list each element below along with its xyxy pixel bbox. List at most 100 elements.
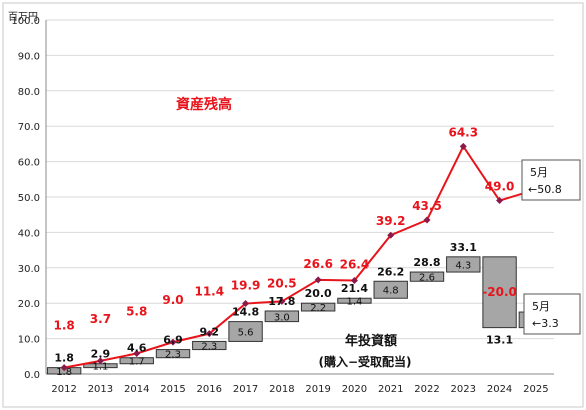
y-tick-label: 60.0 xyxy=(18,158,40,169)
bar-layer xyxy=(46,256,554,375)
investment-series-label: 年投資額 xyxy=(345,333,397,349)
x-tick-label: 2020 xyxy=(342,384,367,395)
asset-marker xyxy=(459,142,467,150)
cumulative-label: 4.6 xyxy=(127,342,147,355)
x-tick-label: 2023 xyxy=(451,384,476,395)
increment-label: 2.3 xyxy=(201,342,217,353)
x-tick-label: 2019 xyxy=(305,384,330,395)
waterfall-bar xyxy=(409,271,445,282)
asset-value-label: 1.8 xyxy=(54,319,75,333)
may-asset-note-line2: ←50.8 xyxy=(528,183,562,196)
x-tick-label: 2025 xyxy=(523,384,548,395)
increment-label: 3.0 xyxy=(274,312,290,323)
asset-marker xyxy=(60,364,68,372)
asset-value-label: 9.0 xyxy=(162,293,183,307)
may-asset-note-line1: 5月 xyxy=(530,166,548,179)
may-invest-note-line1: 5月 xyxy=(532,300,550,313)
x-tick-label: 2021 xyxy=(378,384,403,395)
asset-value-label: 49.0 xyxy=(485,180,515,194)
waterfall-bar xyxy=(155,349,191,359)
x-tick-label: 2012 xyxy=(51,384,76,395)
asset-value-label: 26.6 xyxy=(303,257,333,271)
asset-marker xyxy=(423,216,431,224)
waterfall-bar xyxy=(446,256,481,273)
asset-value-label: 20.5 xyxy=(267,276,297,290)
asset-value-label: 3.7 xyxy=(90,312,111,326)
asset-value-label: 26.4 xyxy=(340,258,370,272)
asset-marker xyxy=(496,197,504,205)
y-tick-label: 20.0 xyxy=(18,299,40,310)
unit-label: 百万円 xyxy=(8,11,38,23)
y-tick-label: 90.0 xyxy=(18,51,40,62)
waterfall-bar xyxy=(300,302,336,312)
asset-marker xyxy=(314,276,322,284)
y-tick-label: 70.0 xyxy=(18,122,40,133)
x-tick-label: 2015 xyxy=(160,384,185,395)
x-tick-label: 2018 xyxy=(269,384,294,395)
cumulative-label: 17.8 xyxy=(268,295,295,308)
asset-series-label: 資産残高 xyxy=(176,96,232,113)
asset-marker xyxy=(133,349,141,357)
waterfall-bar xyxy=(264,310,300,323)
y-tick-label: 40.0 xyxy=(18,228,40,239)
y-tick-label: 100.0 xyxy=(11,16,40,27)
cumulative-label: 33.1 xyxy=(450,241,477,254)
increment-label: 4.3 xyxy=(455,260,471,271)
y-tick-label: 50.0 xyxy=(18,193,40,204)
cumulative-label: 26.2 xyxy=(377,265,404,278)
asset-marker xyxy=(350,277,358,285)
y-tick-label: 80.0 xyxy=(18,87,40,98)
cumulative-label: 9.2 xyxy=(200,325,220,338)
increment-label: 2.2 xyxy=(310,303,326,314)
cumulative-label: 2.9 xyxy=(91,348,111,361)
x-tick-label: 2013 xyxy=(88,384,113,395)
x-tick-label: 2024 xyxy=(487,384,512,395)
waterfall-bar xyxy=(482,256,517,329)
asset-marker xyxy=(387,231,395,239)
asset-value-label: 5.8 xyxy=(126,304,147,318)
asset-marker xyxy=(96,357,104,365)
y-tick-label: 30.0 xyxy=(18,264,40,275)
waterfall-bar xyxy=(373,280,408,299)
cumulative-label: 1.8 xyxy=(54,352,74,365)
asset-marker xyxy=(169,338,177,346)
may-invest-note: 5月 ←3.3 xyxy=(523,293,581,335)
increment-label: 1.4 xyxy=(346,297,362,308)
asset-value-label: 64.3 xyxy=(448,125,478,139)
increment-label: 2.6 xyxy=(419,273,435,284)
waterfall-bar xyxy=(228,321,263,342)
asset-value-label: 19.9 xyxy=(231,279,261,293)
cumulative-label: 6.9 xyxy=(163,334,183,347)
asset-line xyxy=(63,144,537,369)
y-tick-label: 10.0 xyxy=(18,335,40,346)
increment-label: -20.0 xyxy=(482,285,517,299)
asset-value-label: 11.4 xyxy=(194,285,224,299)
cumulative-label: 13.1 xyxy=(486,334,513,347)
cumulative-label: 14.8 xyxy=(232,306,259,319)
cumulative-label: 21.4 xyxy=(341,282,368,295)
grid-layer: 0.0 10.0 20.0 30.0 40.0 50.0 60.0 70.0 80.0 90.0 1… xyxy=(11,16,554,395)
waterfall-bar xyxy=(119,357,154,365)
increment-label: 1.8 xyxy=(56,367,72,378)
increment-label: 1.7 xyxy=(129,357,145,368)
investment-series-sublabel: (購入−受取配当) xyxy=(318,354,411,369)
cumulative-label: 28.8 xyxy=(413,256,440,269)
increment-label: 1.1 xyxy=(92,362,108,373)
x-tick-label: 2014 xyxy=(124,384,149,395)
waterfall-bar xyxy=(337,297,372,304)
cumulative-label: 20.0 xyxy=(305,287,332,300)
increment-label: 5.6 xyxy=(238,328,254,339)
y-tick-label: 0.0 xyxy=(24,370,40,381)
x-tick-label: 2022 xyxy=(414,384,439,395)
may-asset-note: 5月 ←50.8 xyxy=(521,159,581,201)
line-layer xyxy=(60,142,540,372)
asset-marker xyxy=(278,297,286,305)
may-invest-note-line2: ←3.3 xyxy=(532,317,559,330)
asset-value-label: 43.5 xyxy=(412,199,442,213)
increment-label: 4.8 xyxy=(383,286,399,297)
x-tick-label: 2016 xyxy=(197,384,222,395)
asset-value-label: 39.2 xyxy=(376,214,406,228)
